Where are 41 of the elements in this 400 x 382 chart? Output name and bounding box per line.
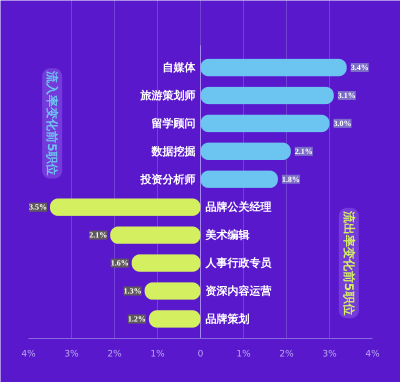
y-tick-label: 留学顾问 bbox=[151, 116, 196, 130]
bar bbox=[200, 170, 278, 188]
y-tick-label: 人事行政专员 bbox=[204, 256, 273, 270]
x-tick-label: 4% bbox=[365, 350, 380, 360]
x-tick-label: 2% bbox=[107, 350, 122, 360]
x-tick-label: 1% bbox=[150, 350, 166, 360]
y-tick-label: 美术编辑 bbox=[204, 228, 250, 242]
y-tick-label: 品牌公关经理 bbox=[206, 200, 272, 214]
y-tick-label: 数据挖掘 bbox=[150, 144, 196, 158]
data-label: 3.1% bbox=[338, 90, 356, 100]
bar bbox=[148, 310, 200, 328]
data-label: 2.1% bbox=[294, 146, 313, 156]
bar bbox=[132, 254, 200, 272]
bar bbox=[50, 198, 200, 216]
y-tick-label: 资深内容运营 bbox=[206, 284, 272, 298]
bar bbox=[144, 282, 200, 300]
x-tick-label: 0 bbox=[198, 350, 204, 360]
bar bbox=[200, 142, 291, 160]
data-label: 1.8% bbox=[282, 174, 300, 184]
x-tick-label: 3% bbox=[64, 350, 80, 360]
x-tick-label: 2% bbox=[279, 350, 294, 360]
y-tick-label: 自媒体 bbox=[162, 61, 196, 74]
x-tick-label: 1% bbox=[236, 350, 252, 360]
bar bbox=[200, 86, 334, 104]
data-label: 1.6% bbox=[110, 258, 129, 268]
y-tick-label: 旅游策划师 bbox=[139, 88, 196, 102]
y-tick-label: 投资分析师 bbox=[139, 172, 196, 186]
x-tick-label: 4% bbox=[21, 350, 36, 360]
text: 流入率变化前5职位 bbox=[45, 70, 60, 176]
x-tick-label: 3% bbox=[322, 350, 338, 360]
bar bbox=[200, 58, 347, 76]
bar bbox=[200, 114, 330, 132]
data-label: 3.0% bbox=[334, 118, 352, 128]
data-label: 1.2% bbox=[128, 314, 146, 324]
text: 流出率变化前5职位 bbox=[342, 210, 356, 316]
data-label: 3.5% bbox=[29, 202, 47, 212]
data-label: 1.3% bbox=[124, 286, 142, 296]
data-label: 2.1% bbox=[89, 230, 108, 240]
y-tick-label: 品牌策划 bbox=[206, 312, 250, 326]
bar bbox=[110, 226, 200, 244]
data-label: 3.4% bbox=[350, 63, 369, 72]
